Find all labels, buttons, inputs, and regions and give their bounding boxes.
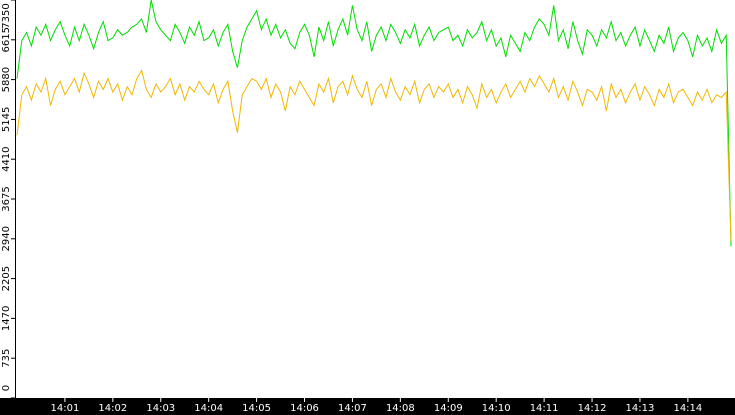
data-line [16,69,732,241]
y-tick-label: 735 [1,349,12,368]
x-tick-label: 14:07 [338,403,367,414]
x-tick-label: 14:13 [626,403,655,414]
x-tick-label: 14:10 [482,403,511,414]
x-tick-label: 14:06 [290,403,319,414]
x-tick-label: 14:02 [98,403,127,414]
x-tick-label: 14:08 [386,403,415,414]
x-tick-label: 14:11 [530,403,559,414]
y-tick-label: 1470 [1,306,12,331]
y-tick-label: 4410 [1,146,12,171]
y-tick-label: 2205 [1,266,12,291]
x-tick-label: 14:04 [194,403,223,414]
x-tick-label: 14:12 [578,403,607,414]
x-tick-label: 14:05 [242,403,271,414]
x-tick-label: 14:01 [51,403,80,414]
y-tick-label: 6615 [1,27,12,52]
x-tick-label: 14:14 [673,403,702,414]
data-line [16,0,732,247]
x-axis-strip [0,398,735,415]
y-tick-label: 5880 [1,67,12,92]
x-tick-label: 14:09 [434,403,463,414]
x-tick-label: 14:03 [146,403,175,414]
y-tick-label: 2940 [1,226,12,251]
y-tick-label: 5145 [1,107,12,132]
y-tick-label: 3675 [1,186,12,211]
y-tick-label: 7350 [1,3,12,28]
y-tick-label: 0 [1,385,12,391]
